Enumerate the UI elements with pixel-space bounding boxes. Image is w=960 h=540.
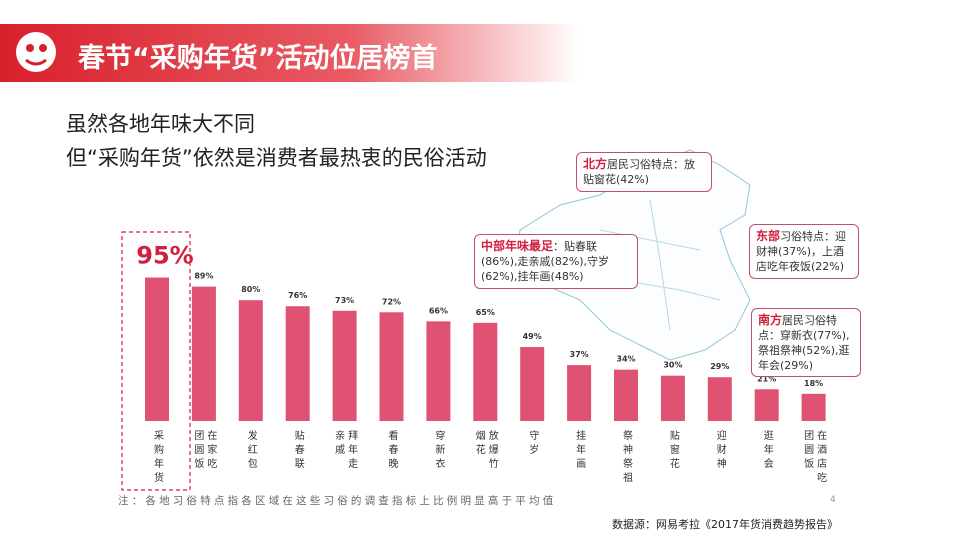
bar: [191, 286, 216, 421]
bar: [473, 322, 498, 421]
note: 注：各地习俗特点指各区域在这些习俗的调查指标上比例明显高于平均值: [118, 495, 557, 507]
callout-title: 中部年味最足: [481, 239, 554, 253]
value-label: 30%: [663, 361, 682, 370]
category-label: 看春晚: [386, 430, 397, 472]
callout: 南方居民习俗特点：穿新衣(77%),祭祖祭神(52%),逛年会(29%): [751, 308, 861, 378]
value-label: 89%: [194, 272, 213, 281]
value-label: 18%: [804, 379, 823, 388]
callout-title: 南方: [758, 313, 783, 327]
category-label: 放爆竹烟花: [473, 430, 498, 472]
value-label: 21%: [757, 374, 776, 383]
source: 数据源：网易考拉《2017年货消费趋势报告》: [612, 518, 838, 531]
callout-text: ：贴春联(86%),走亲戚(82%),守岁(62%),挂年画(48%): [481, 240, 610, 283]
category-label: 挂年画: [573, 430, 585, 472]
bar: [285, 306, 310, 421]
callout-title: 东部: [756, 229, 781, 243]
value-label: 72%: [382, 297, 401, 306]
value-label: 73%: [335, 296, 354, 305]
category-label: 贴窗花: [667, 430, 679, 472]
bar: [426, 321, 451, 421]
bar: [145, 277, 169, 421]
category-label: 采购年货: [151, 430, 163, 486]
category-label: 迎财神: [714, 430, 726, 472]
callout: 中部年味最足：贴春联(86%),走亲戚(82%),守岁(62%),挂年画(48%…: [474, 234, 638, 289]
category-label: 祭神祭祖: [620, 430, 632, 486]
category-label: 守岁: [526, 430, 538, 458]
value-label: 49%: [523, 332, 542, 341]
value-label: 37%: [570, 350, 589, 359]
callout-text: 居民习俗特点：穿新衣(77%),祭祖祭神(52%),逛年会(29%): [758, 314, 850, 372]
value-label: 66%: [429, 306, 448, 315]
category-label: 逛年会: [761, 430, 773, 472]
highlight-box: [121, 231, 191, 491]
category-label: 拜年走亲戚: [332, 430, 357, 472]
subtitle: 虽然各地年味大不同: [66, 112, 255, 136]
category-label: 在酒店吃团圆饭: [801, 430, 826, 486]
category-label: 穿新衣: [432, 430, 444, 472]
callout: 东部习俗特点：迎财神(37%)，上酒店吃年夜饭(22%): [749, 224, 859, 279]
value-label: 65%: [476, 308, 495, 317]
value-label: 29%: [710, 362, 729, 371]
title: 春节“采购年货”活动位居榜首: [78, 43, 438, 74]
category-label: 在家吃团圆饭: [191, 430, 216, 472]
subtitle: 但“采购年货”依然是消费者最热衷的民俗活动: [66, 146, 487, 170]
bar: [379, 312, 404, 421]
bar: [332, 310, 357, 421]
value-label: 76%: [288, 291, 307, 300]
bar: [754, 389, 779, 421]
header-band: [0, 24, 580, 82]
bar: [520, 347, 545, 421]
logo: [16, 32, 56, 72]
bar: [660, 375, 685, 421]
map-inner: [599, 199, 721, 331]
value-label: 34%: [616, 355, 635, 364]
callout-text: 习俗特点：迎财神(37%)，上酒店吃年夜饭(22%): [756, 230, 847, 273]
category-label: 贴春联: [292, 430, 304, 472]
callout: 北方居民习俗特点：放贴窗花(42%): [576, 152, 712, 192]
callout-title: 北方: [583, 157, 608, 171]
callout-text: 居民习俗特点：放贴窗花(42%): [583, 158, 696, 186]
bar: [567, 365, 592, 421]
bar: [707, 377, 732, 421]
page-number: 4: [830, 495, 836, 505]
bar: [801, 393, 826, 421]
value-label: 95%: [136, 242, 193, 270]
category-label: 发红包: [245, 430, 257, 472]
value-label: 80%: [241, 285, 260, 294]
bar: [238, 300, 263, 421]
bar: [614, 369, 638, 421]
